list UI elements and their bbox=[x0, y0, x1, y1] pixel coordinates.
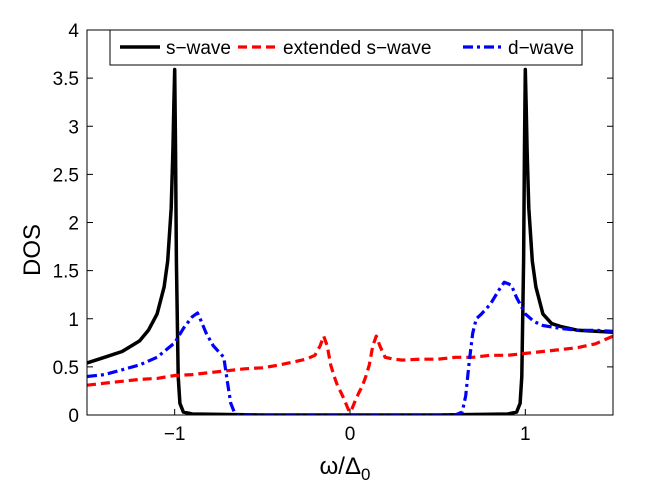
y-tick-label: 2 bbox=[68, 214, 79, 235]
y-axis-label: DOS bbox=[19, 224, 46, 276]
y-tick-label: 3.5 bbox=[53, 69, 79, 90]
y-tick-label: 3 bbox=[68, 117, 79, 138]
series-line-s-wave bbox=[87, 67, 613, 415]
y-tick-label: 0.5 bbox=[53, 358, 79, 379]
y-tick-label: 2.5 bbox=[53, 165, 79, 186]
x-tick-label: −1 bbox=[164, 424, 186, 445]
plot-frame bbox=[86, 29, 614, 416]
series-line-d-wave bbox=[87, 280, 613, 415]
x-axis-label-subscript: 0 bbox=[361, 465, 370, 484]
y-tick-label: 1 bbox=[68, 310, 79, 331]
y-tick-label: 0 bbox=[68, 406, 79, 427]
legend: s−wave extended s−wave d−wave bbox=[109, 29, 583, 66]
legend-label-extended-s-wave: extended s−wave bbox=[283, 38, 431, 59]
series-layer bbox=[87, 67, 613, 415]
x-axis-label: ω/Δ0 bbox=[320, 453, 371, 484]
axis-ticks: −1 0 1 0 0.5 1 1.5 2 2.5 3 3.5 4 bbox=[53, 21, 613, 445]
x-tick-label: 0 bbox=[345, 424, 356, 445]
y-tick-label: 4 bbox=[68, 21, 79, 42]
legend-label-s-wave: s−wave bbox=[166, 38, 231, 59]
series-line-extended-s-wave bbox=[87, 334, 613, 414]
legend-box bbox=[109, 29, 583, 66]
y-tick-label: 1.5 bbox=[53, 262, 79, 283]
legend-label-d-wave: d−wave bbox=[508, 38, 574, 59]
x-tick-label: 1 bbox=[520, 424, 531, 445]
x-axis-label-main: ω/Δ bbox=[320, 453, 361, 480]
